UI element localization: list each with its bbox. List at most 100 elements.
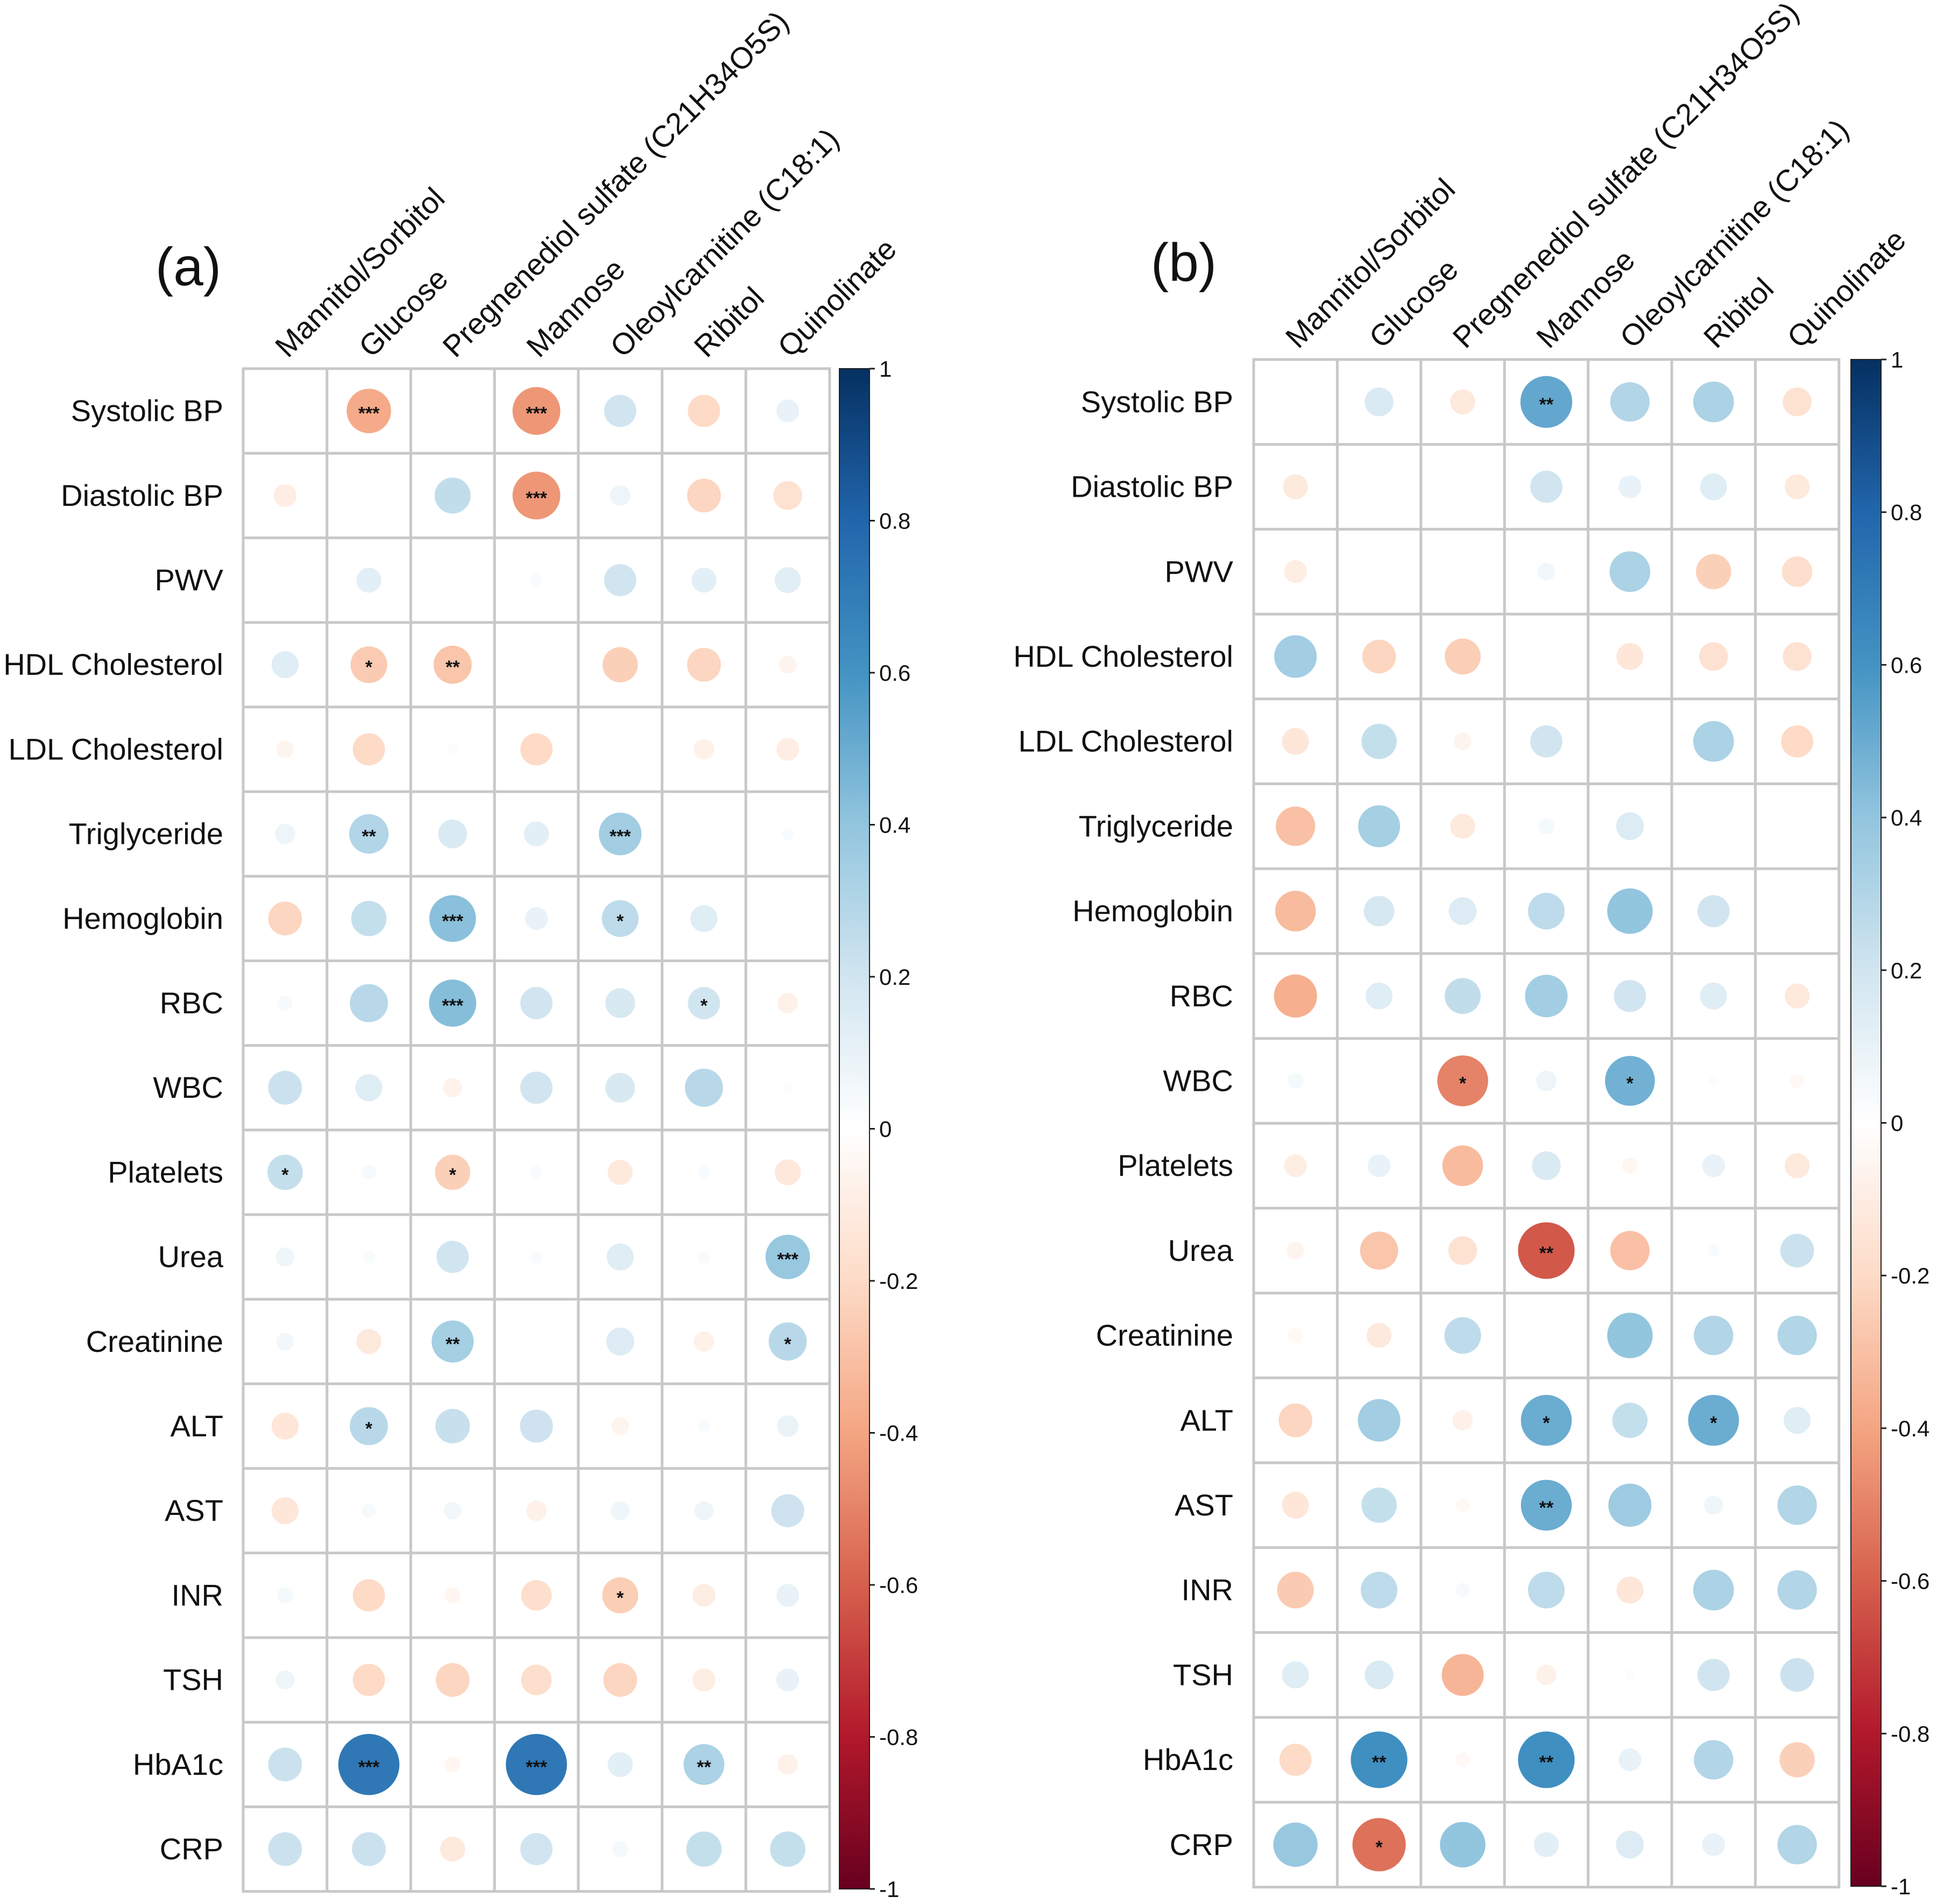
correlation-circle <box>1700 982 1727 1010</box>
correlation-circle <box>521 1579 552 1611</box>
significance-mark: * <box>365 657 373 678</box>
correlation-circle <box>1533 1832 1559 1857</box>
correlation-circle <box>1358 805 1401 848</box>
row-label-triglyceride: Triglyceride <box>1079 809 1233 843</box>
correlation-circle <box>347 389 391 433</box>
correlation-circle <box>1624 1669 1635 1680</box>
row-label-hemoglobin: Hemoglobin <box>62 901 223 935</box>
correlation-circle <box>1363 895 1395 927</box>
colorbar-tick-label: -0.4 <box>1891 1416 1929 1441</box>
correlation-circle <box>276 1332 294 1351</box>
correlation-circle <box>1518 1731 1575 1788</box>
correlation-circle <box>774 567 801 594</box>
correlation-circle <box>607 1752 633 1777</box>
correlation-circle <box>774 1159 801 1186</box>
correlation-circle <box>362 1251 376 1264</box>
correlation-circle <box>274 823 295 844</box>
correlation-circle <box>1790 1074 1805 1088</box>
correlation-circle <box>606 1327 634 1356</box>
correlation-circle <box>1525 975 1568 1018</box>
correlation-circle <box>1528 1571 1565 1609</box>
correlation-circle <box>771 1494 804 1527</box>
correlation-circle <box>1610 1231 1650 1271</box>
significance-mark: *** <box>442 996 463 1016</box>
correlation-circle <box>1360 1231 1398 1270</box>
correlation-circle <box>530 574 543 587</box>
correlation-circle <box>271 1412 299 1440</box>
correlation-circle <box>1365 387 1394 417</box>
correlation-circle <box>684 1068 723 1107</box>
correlation-circle <box>776 399 800 422</box>
correlation-circle <box>433 645 472 684</box>
correlation-circle <box>1274 635 1317 678</box>
significance-mark: * <box>701 996 708 1016</box>
correlation-circle <box>694 739 715 760</box>
significance-mark: ** <box>1539 1243 1554 1264</box>
correlation-circle <box>444 1587 461 1604</box>
correlation-circle <box>1783 642 1812 671</box>
colorbar-tick-label: 0.2 <box>1891 958 1922 983</box>
panel-a: (a) Mannitol/SorbitolGlucosePregnenediol … <box>3 4 918 1902</box>
correlation-circle <box>440 1836 465 1862</box>
correlation-circle <box>434 477 471 514</box>
colorbar-tick-label: 0.4 <box>879 813 910 838</box>
colorbar-tick-label: 0.6 <box>879 660 910 686</box>
correlation-circle <box>697 1420 710 1433</box>
correlation-circle <box>1282 1491 1309 1519</box>
row-label-pwv: PWV <box>154 563 223 597</box>
correlation-circle <box>520 987 553 1019</box>
correlation-circle <box>1448 1236 1478 1265</box>
row-label-wbc: WBC <box>153 1070 223 1104</box>
correlation-circle <box>1780 1658 1814 1692</box>
correlation-circle <box>1518 1222 1575 1279</box>
correlation-circle <box>1437 1055 1488 1106</box>
correlation-circle <box>1441 1654 1484 1696</box>
row-label-ast: AST <box>1175 1488 1233 1522</box>
correlation-circle <box>1440 1822 1486 1868</box>
correlation-circle <box>1282 1661 1309 1689</box>
correlation-circle <box>350 646 387 683</box>
colorbar-tick-label: 0.4 <box>1891 805 1922 830</box>
row-label-crp: CRP <box>1170 1828 1233 1861</box>
correlation-circle <box>1352 1818 1406 1872</box>
correlation-circle <box>599 812 642 856</box>
correlation-circle <box>1780 1233 1814 1268</box>
correlation-circle <box>526 1500 547 1521</box>
row-label-ldl-cholesterol: LDL Cholesterol <box>1019 724 1233 758</box>
row-label-wbc: WBC <box>1163 1063 1233 1097</box>
significance-mark: * <box>1543 1413 1550 1433</box>
significance-mark: * <box>1459 1073 1467 1094</box>
colorbar-tick-label: 0.8 <box>1891 500 1922 525</box>
correlation-circle <box>1610 382 1650 422</box>
row-label-triglyceride: Triglyceride <box>69 817 223 851</box>
correlation-circle <box>1366 1323 1392 1348</box>
correlation-circle <box>690 905 718 932</box>
correlation-circle <box>697 1251 710 1264</box>
correlation-circle <box>268 1747 302 1782</box>
significance-mark: * <box>617 911 624 932</box>
colorbar-tick-label: 0 <box>1891 1111 1903 1136</box>
correlation-circle <box>438 819 468 849</box>
correlation-circle <box>525 907 548 930</box>
correlation-circle <box>1608 1483 1652 1527</box>
significance-mark: *** <box>526 488 547 509</box>
correlation-circle <box>1781 725 1813 758</box>
correlation-circle <box>694 1331 715 1352</box>
significance-mark: *** <box>442 911 463 932</box>
correlation-circle <box>1276 806 1316 846</box>
significance-mark: ** <box>1539 1498 1554 1518</box>
correlation-circle <box>779 655 797 674</box>
correlation-circle <box>604 394 637 427</box>
row-label-hemoglobin: Hemoglobin <box>1072 894 1233 928</box>
row-label-pwv: PWV <box>1164 554 1233 588</box>
row-label-alt: ALT <box>1180 1403 1233 1437</box>
correlation-circle <box>768 1322 807 1361</box>
correlation-circle <box>777 993 798 1013</box>
correlation-circle <box>1365 1660 1394 1690</box>
correlation-circle <box>1367 1154 1391 1177</box>
correlation-circle <box>435 1663 470 1697</box>
correlation-circle <box>692 1668 716 1691</box>
significance-mark: * <box>1375 1837 1383 1858</box>
correlation-circle <box>1702 1154 1725 1177</box>
correlation-circle <box>352 1579 385 1612</box>
